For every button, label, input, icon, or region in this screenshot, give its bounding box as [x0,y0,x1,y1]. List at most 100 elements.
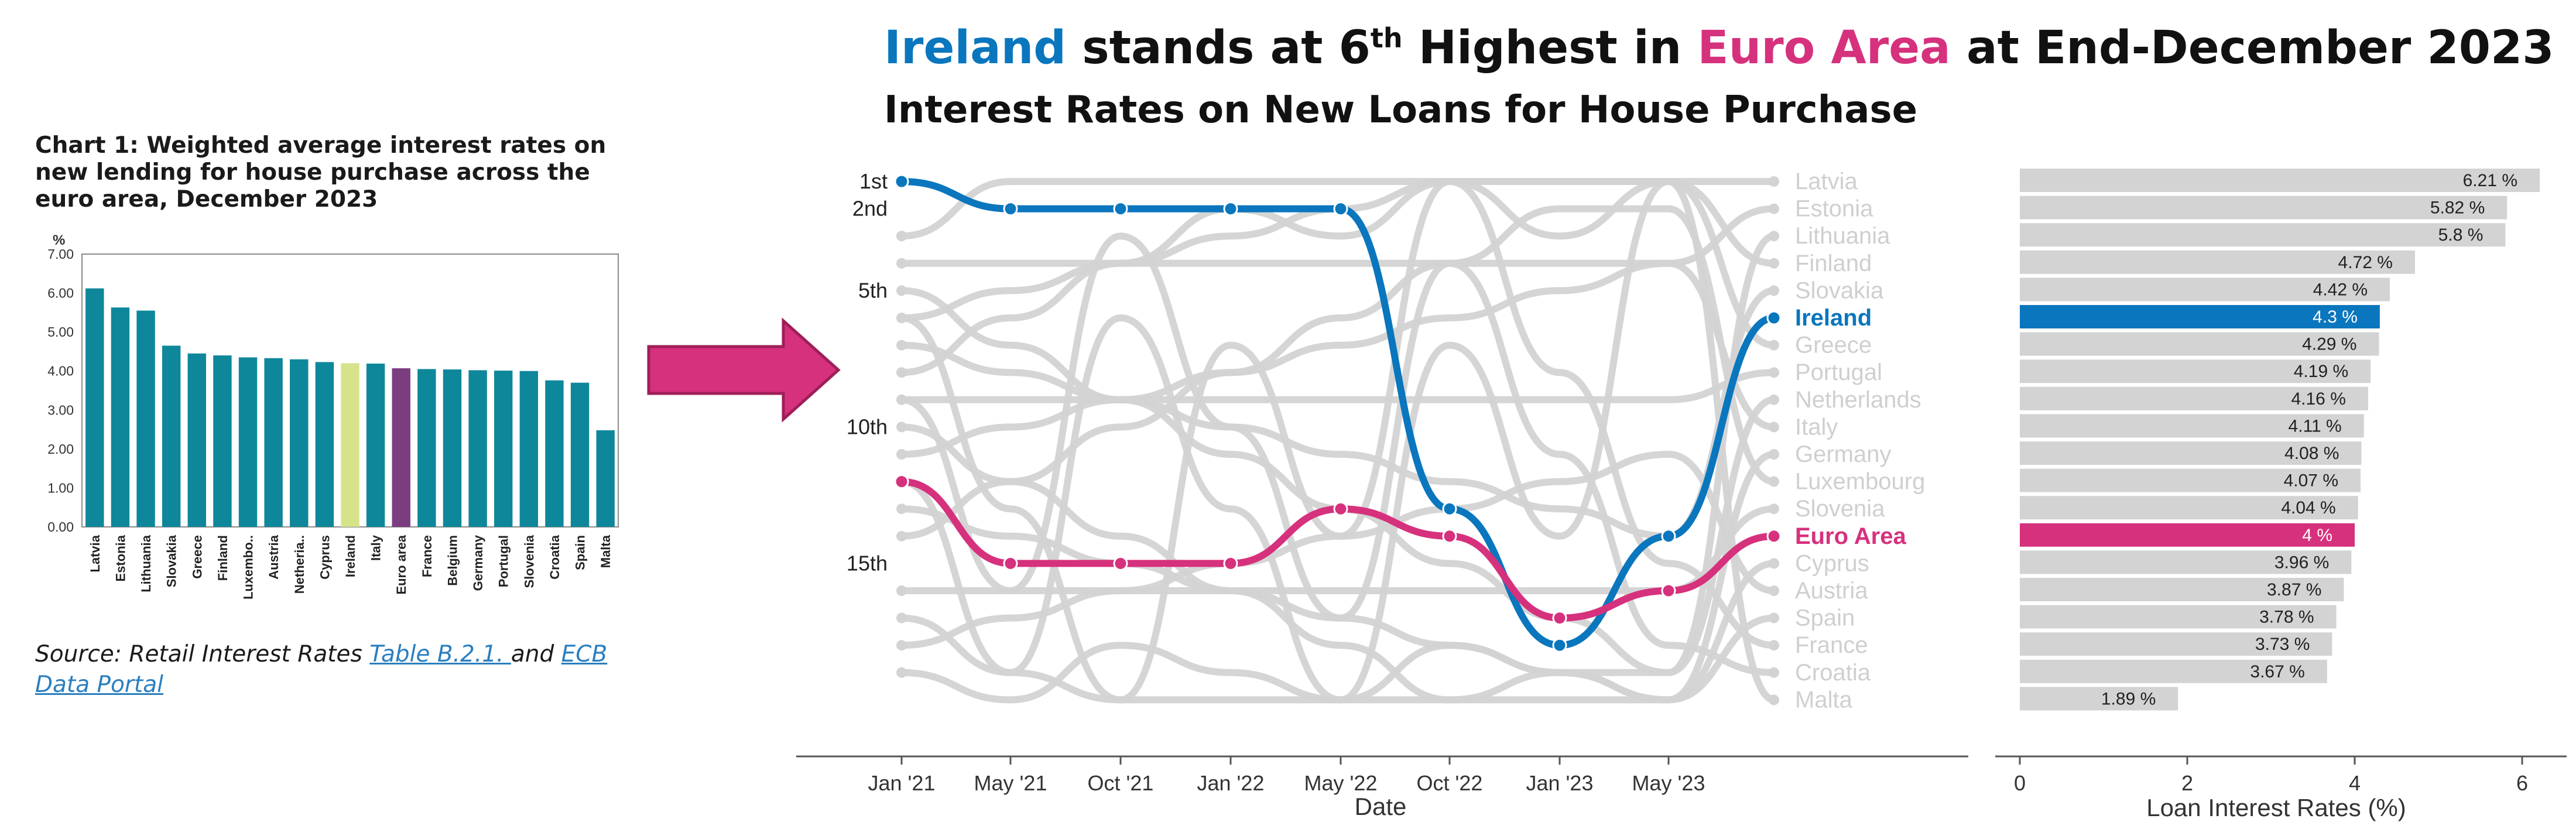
left-chart-title: Chart 1: Weighted average interest rates… [35,132,607,213]
bump-end-label-netherlands: Netherlands [1795,387,1921,413]
bump-end-label-slovakia: Slovakia [1795,278,1884,303]
left-y-tick: 5.00 [47,324,74,340]
bump-line-background [898,232,1777,676]
hbar-bar-greece [2020,332,2379,356]
hbar-bar-france [2020,632,2332,656]
hbar-value-label: 3.78 % [2259,608,2314,627]
bump-end-dot [1769,394,1779,405]
left-bar-ireland [341,363,359,527]
left-bar-estonia [111,307,130,527]
hbar-bar-lithuania [2020,223,2506,247]
left-bar-austria [264,358,283,527]
source-link-table[interactable]: Table B.2.1. [369,641,511,667]
bump-start-dot [896,585,907,596]
left-bar-slovenia [519,371,539,527]
hbar-value-label: 3.67 % [2250,662,2304,681]
bump-end-dot [1769,667,1779,678]
source-link-ecb[interactable]: ECB Data Portal [35,641,608,698]
left-x-tick: Croatia [547,535,562,580]
hbar-bar-cyprus [2020,550,2352,574]
left-x-tick: France [420,535,434,577]
bump-start-dot [896,422,907,433]
hbar-value-label: 4.19 % [2294,362,2348,381]
left-y-tick: 6.00 [47,286,74,301]
left-x-tick: Euro area [394,535,409,594]
bump-point-ireland [1442,501,1457,516]
bump-end-dot [1769,640,1779,651]
bump-start-dot [896,612,907,624]
hbar-bar-slovenia [2020,496,2358,520]
bump-rank-label: 5th [858,278,888,302]
bump-line-background [898,369,1777,403]
bump-start-dot [896,667,907,678]
left-bar-luxembo [238,357,258,527]
bump-end-label-cyprus: Cyprus [1795,550,1869,576]
left-bar-finland [213,355,232,527]
title-text-2: Highest in [1402,22,1698,74]
horizontal-bar-chart: 0 2 4 6 Loan Interest Rates (%) 6.21 % 5.82 % 5… [1995,169,2567,821]
hbar-bar-ireland [2020,305,2380,328]
bump-x-tick: Jan '22 [1197,771,1265,795]
bump-line-background [898,177,1777,704]
hbar-x-label: Loan Interest Rates (%) [2146,794,2406,821]
bump-chart: Jan '21 May '21 Oct '21 Jan '22 May '22 Oct '… [796,169,1968,820]
bump-end-dot [1769,340,1779,351]
left-x-tick: Estonia [113,535,128,581]
left-bar-croatia [545,380,564,527]
bump-end-label-italy: Italy [1795,414,1838,440]
hbar-value-label: 3.96 % [2274,553,2329,572]
bump-point-euro-area [1223,556,1238,571]
bump-end-label-estonia: Estonia [1795,196,1873,222]
hbar-value-label: 4.29 % [2302,335,2356,354]
left-y-tick: 7.00 [47,246,74,262]
left-bar-portugal [494,371,513,527]
bump-end-label-euro-area: Euro Area [1795,523,1906,549]
left-x-tick: Spain [573,535,588,570]
bump-point-ireland [1223,201,1238,217]
left-bar-spain [570,382,590,527]
bump-start-dot [896,285,907,296]
left-bar-greece [187,353,206,527]
bump-x-tick: Oct '21 [1088,771,1154,795]
bump-end-dot [1769,694,1779,705]
hbar-bar-latvia [2020,169,2540,192]
bump-end-dot [1769,585,1779,596]
hbar-value-label: 4.16 % [2291,389,2345,409]
left-x-tick: Greece [190,535,204,579]
bump-end-label-spain: Spain [1795,605,1855,631]
pointer-arrow-icon [647,317,841,423]
bump-rank-label: 1st [859,169,888,193]
bump-end-dot [1769,367,1779,378]
left-x-tick: Austria [266,535,281,580]
bump-x-tick: Jan '23 [1526,771,1594,795]
hbar-bar-luxembourg [2020,468,2361,492]
hbar-value-label: 4.08 % [2284,444,2339,463]
bump-rank-label: 15th [847,551,888,575]
bump-line-background [898,451,1777,704]
bump-point-ireland [1661,529,1676,544]
bump-point-ireland [1003,201,1018,217]
hbar-bar-finland [2020,250,2415,274]
hbar-bar-croatia [2020,659,2327,683]
bump-x-tick: May '22 [1304,771,1378,795]
bump-line-background [898,177,1777,321]
bump-end-label-luxembourg: Luxembourg [1795,469,1925,495]
hbar-bar-portugal [2020,359,2371,383]
left-bar-euro-area [392,368,410,527]
bump-start-dot [896,394,907,405]
source-prefix: Source: Retail Interest Rates [35,641,370,667]
bump-x-tick: May '21 [974,771,1047,795]
bump-point-ireland [1552,638,1567,653]
hbar-value-label: 3.73 % [2255,635,2310,654]
bump-end-label-malta: Malta [1795,687,1853,712]
bump-end-dot [1769,476,1779,487]
left-bar-cyprus [315,362,334,527]
bump-end-dot [1769,285,1779,296]
bump-end-label-greece: Greece [1795,333,1872,358]
hbar-bar-austria [2020,578,2344,601]
bump-point-euro-area [1003,556,1018,571]
sub-title: Interest Rates on New Loans for House Pu… [884,88,1917,132]
left-bar-italy [366,364,385,527]
bump-end-dot [1769,612,1779,624]
